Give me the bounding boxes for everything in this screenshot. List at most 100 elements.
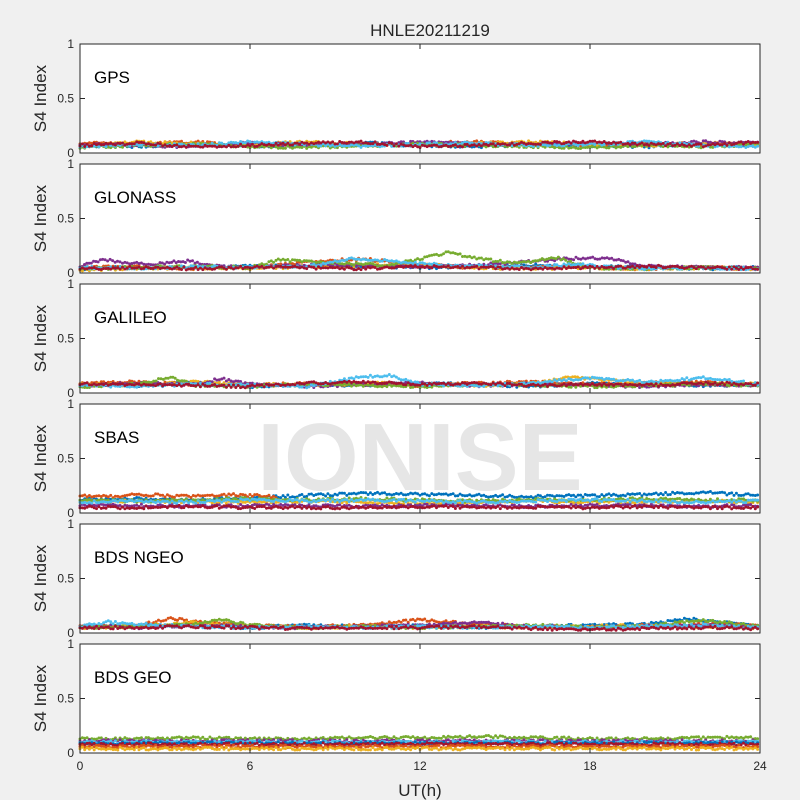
panel-label: GPS: [94, 68, 130, 87]
data-point: [659, 264, 663, 268]
data-point: [250, 142, 254, 146]
data-point: [576, 265, 580, 269]
data-point: [118, 267, 122, 271]
data-point: [475, 264, 479, 268]
data-point: [595, 144, 599, 147]
data-point: [461, 145, 464, 149]
data-point: [628, 143, 632, 147]
data-point: [236, 144, 240, 148]
data-point: [239, 142, 243, 146]
data-point: [111, 259, 115, 263]
data-point: [746, 140, 750, 143]
data-point: [359, 268, 363, 272]
data-point: [647, 144, 651, 147]
data-point: [562, 265, 566, 269]
data-point: [413, 260, 417, 264]
data-point: [427, 141, 431, 145]
data-point: [283, 146, 287, 150]
data-point: [390, 141, 394, 145]
data-point: [331, 140, 335, 144]
data-point: [116, 259, 119, 263]
data-point: [725, 143, 729, 147]
data-point: [342, 267, 346, 271]
data-point: [550, 141, 554, 145]
data-point: [314, 267, 318, 271]
y-tick-label: 1: [67, 37, 74, 51]
figure-title: HNLE20211219: [370, 21, 490, 40]
data-point: [183, 261, 187, 264]
data-point: [184, 145, 188, 149]
data-point: [640, 141, 644, 145]
data-point: [139, 143, 143, 147]
data-point: [654, 266, 658, 269]
data-point: [149, 140, 153, 144]
data-point: [619, 140, 623, 144]
data-point: [498, 258, 502, 262]
data-point: [420, 257, 424, 261]
data-point: [491, 142, 495, 146]
data-point: [319, 144, 323, 148]
data-point: [210, 141, 214, 145]
data-point: [626, 260, 630, 264]
data-points: [78, 139, 760, 150]
data-point: [359, 139, 363, 143]
data-point: [564, 258, 568, 262]
data-point: [195, 260, 199, 264]
data-point: [123, 140, 127, 144]
data-point: [538, 142, 542, 146]
data-point: [556, 255, 560, 259]
data-point: [288, 140, 292, 144]
data-point: [475, 139, 479, 143]
data-point: [305, 267, 309, 271]
data-point: [739, 145, 743, 149]
data-point: [392, 144, 396, 148]
data-point: [286, 258, 290, 261]
data-point: [756, 140, 760, 144]
data-point: [510, 141, 514, 145]
data-point: [442, 252, 446, 256]
data-point: [593, 266, 597, 270]
data-point: [394, 142, 398, 146]
data-point: [104, 145, 108, 149]
data-point: [163, 140, 167, 144]
data-point: [83, 145, 87, 148]
y-tick-label: 0.5: [57, 212, 74, 226]
data-point: [89, 261, 93, 265]
data-point: [446, 264, 450, 268]
data-point: [90, 141, 94, 145]
data-point: [725, 267, 729, 271]
data-point: [272, 260, 276, 264]
y-tick-label: 0.5: [57, 92, 74, 106]
data-point: [106, 259, 110, 263]
data-point: [572, 258, 576, 262]
data-point: [538, 139, 542, 143]
data-point: [158, 142, 162, 146]
data-point: [352, 263, 356, 267]
data-point: [569, 141, 573, 145]
data-point: [189, 140, 193, 144]
data-point: [739, 140, 743, 144]
data-point: [196, 142, 200, 146]
data-point: [180, 139, 183, 143]
data-point: [477, 267, 481, 271]
data-point: [272, 144, 276, 147]
data-point: [498, 140, 502, 144]
data-point: [239, 264, 243, 268]
data-point: [494, 144, 498, 148]
data-point: [489, 257, 493, 261]
data-point: [727, 265, 731, 269]
data-point: [597, 266, 601, 270]
data-point: [661, 142, 665, 145]
data-point: [180, 268, 183, 271]
data-point: [397, 144, 401, 148]
plot-area: [80, 284, 760, 393]
data-point: [182, 265, 186, 269]
data-point: [90, 144, 94, 148]
data-point: [727, 141, 731, 145]
data-point: [756, 267, 760, 271]
data-point: [579, 144, 583, 148]
